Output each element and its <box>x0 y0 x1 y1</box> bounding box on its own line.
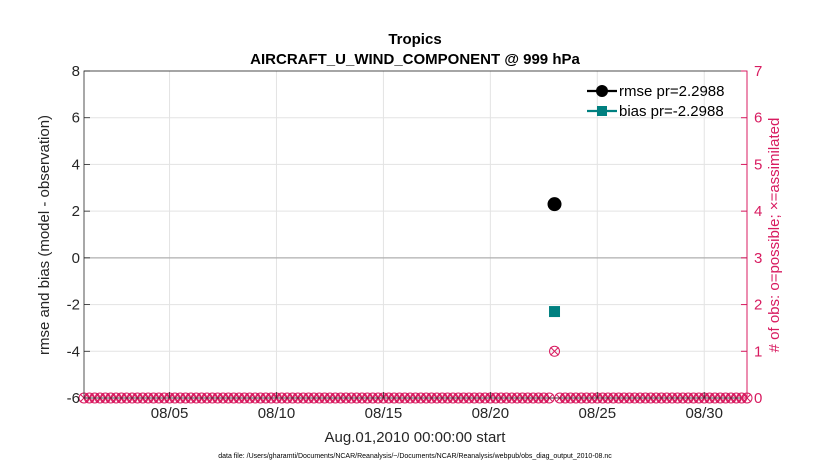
y-tick-label: 8 <box>72 63 80 80</box>
legend-bias-label: bias pr=-2.2988 <box>619 103 724 120</box>
x-tick-label: 08/15 <box>365 405 403 422</box>
y-tick-label: 2 <box>72 203 80 220</box>
chart-subtitle: AIRCRAFT_U_WIND_COMPONENT @ 999 hPa <box>250 51 580 68</box>
grid <box>84 70 747 399</box>
obs-count-markers <box>78 345 753 404</box>
x-tick-label: 08/10 <box>258 405 296 422</box>
series-markers <box>547 197 562 318</box>
right-tick-label: 4 <box>754 203 762 220</box>
legend-bias-marker <box>597 106 607 116</box>
y-tick-label: -2 <box>67 297 80 314</box>
rmse-point <box>547 197 562 212</box>
y-tick-label: 0 <box>72 250 80 267</box>
right-tick-label: 2 <box>754 297 762 314</box>
x-tick-label: 08/30 <box>685 405 723 422</box>
right-axis-label: # of obs: o=possible; ×=assimilated <box>766 118 783 353</box>
obs-assimilated-stroke <box>550 346 559 356</box>
y-tick-label: 6 <box>72 110 80 127</box>
plot-frame <box>83 70 748 399</box>
right-tick-label: 6 <box>754 110 762 127</box>
right-axis-ticks: 0 1 2 3 4 5 6 7 <box>741 63 762 407</box>
bias-point <box>549 306 561 318</box>
right-tick-label: 7 <box>754 63 762 80</box>
right-tick-label: 1 <box>754 343 762 360</box>
x-tick-label: 08/25 <box>579 405 617 422</box>
x-axis-label: Aug.01,2010 00:00:00 start <box>325 429 507 446</box>
chart-title: Tropics <box>388 31 441 48</box>
y-axis-ticks: -6 -4 -2 0 2 4 6 8 <box>67 63 90 407</box>
x-axis-ticks: 08/05 08/10 08/15 08/20 08/25 08/30 <box>151 392 723 422</box>
y-tick-label: 4 <box>72 156 80 173</box>
legend-rmse-marker <box>596 85 608 97</box>
right-tick-label: 3 <box>754 250 762 267</box>
obs-possible-marker <box>549 345 561 357</box>
x-tick-label: 08/05 <box>151 405 189 422</box>
data-file-footnote: data file: /Users/gharamti/Documents/NCA… <box>218 453 612 460</box>
right-tick-label: 5 <box>754 156 762 173</box>
y-axis-label: rmse and bias (model - observation) <box>36 115 53 355</box>
obs-assimilated-marker <box>550 346 559 356</box>
y-tick-label: -4 <box>67 343 80 360</box>
legend-rmse-label: rmse pr=2.2988 <box>619 83 724 100</box>
x-tick-label: 08/20 <box>472 405 510 422</box>
right-tick-label: 0 <box>754 390 762 407</box>
y-tick-label: -6 <box>67 390 80 407</box>
legend: rmse pr=2.2988 bias pr=-2.2988 <box>587 83 724 120</box>
